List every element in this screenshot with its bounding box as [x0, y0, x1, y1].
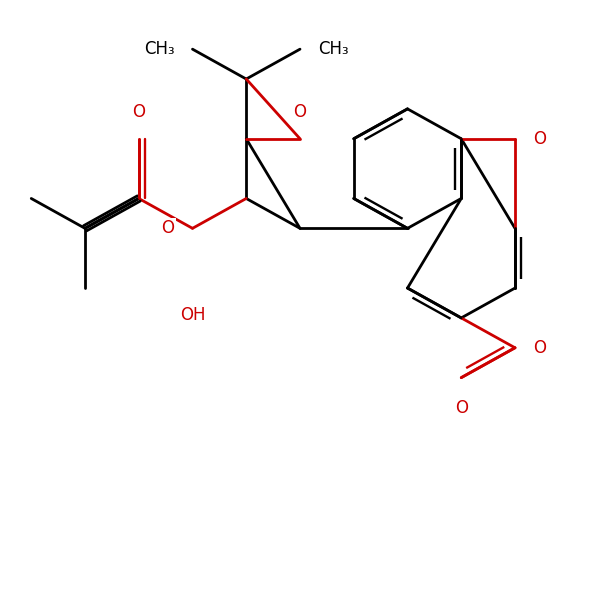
Text: O: O [161, 220, 175, 238]
Text: O: O [293, 103, 307, 121]
Text: OH: OH [180, 306, 205, 324]
Text: O: O [455, 398, 468, 416]
Text: O: O [132, 103, 145, 121]
Text: CH₃: CH₃ [318, 40, 349, 58]
Text: O: O [533, 339, 546, 357]
Text: CH₃: CH₃ [144, 40, 175, 58]
Text: OH: OH [180, 306, 205, 324]
Text: O: O [533, 130, 546, 148]
